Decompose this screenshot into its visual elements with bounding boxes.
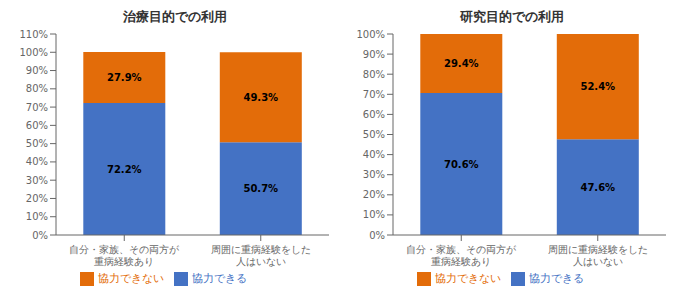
svg-text:0%: 0% <box>369 230 385 241</box>
svg-text:80%: 80% <box>26 83 48 94</box>
svg-text:周囲に重病経験をした人はいない: 周囲に重病経験をした人はいない <box>211 244 311 267</box>
svg-text:27.9%: 27.9% <box>107 72 142 83</box>
svg-text:50%: 50% <box>363 129 385 140</box>
svg-text:47.6%: 47.6% <box>580 182 615 193</box>
svg-text:10%: 10% <box>363 209 385 220</box>
svg-text:50.7%: 50.7% <box>243 183 278 194</box>
svg-text:72.2%: 72.2% <box>107 164 142 175</box>
svg-text:100%: 100% <box>356 29 385 40</box>
svg-text:自分・家族、その両方が重病経験あり: 自分・家族、その両方が重病経験あり <box>406 244 517 267</box>
svg-text:70%: 70% <box>363 89 385 100</box>
html-text:協力できない: 協力できない <box>98 272 164 285</box>
svg-text:70%: 70% <box>26 102 48 113</box>
svg-text:60%: 60% <box>363 109 385 120</box>
html-text:協力できる: 協力できる <box>192 272 247 285</box>
svg-text:0%: 0% <box>32 230 48 241</box>
svg-text:20%: 20% <box>26 193 48 204</box>
html-text:協力できる: 協力できる <box>529 272 584 285</box>
svg-text:周囲に重病経験をした人はいない: 周囲に重病経験をした人はいない <box>548 244 648 267</box>
svg-text:30%: 30% <box>26 175 48 186</box>
svg-text:52.4%: 52.4% <box>580 81 615 92</box>
svg-text:40%: 40% <box>26 156 48 167</box>
svg-text:90%: 90% <box>26 65 48 76</box>
svg-text:70.6%: 70.6% <box>444 159 479 170</box>
html-text:協力できない: 協力できない <box>435 272 501 285</box>
svg-text:80%: 80% <box>363 69 385 80</box>
html-text:治療目的での利用: 治療目的での利用 <box>122 9 227 24</box>
svg-text:60%: 60% <box>26 120 48 131</box>
svg-text:50%: 50% <box>26 138 48 149</box>
svg-text:40%: 40% <box>363 149 385 160</box>
svg-text:10%: 10% <box>26 211 48 222</box>
svg-text:90%: 90% <box>363 49 385 60</box>
svg-text:30%: 30% <box>363 169 385 180</box>
svg-text:49.3%: 49.3% <box>243 92 278 103</box>
svg-text:自分・家族、その両方が重病経験あり: 自分・家族、その両方が重病経験あり <box>69 244 180 267</box>
svg-text:29.4%: 29.4% <box>444 58 479 69</box>
svg-text:20%: 20% <box>363 189 385 200</box>
svg-text:100%: 100% <box>19 47 48 58</box>
svg-text:110%: 110% <box>19 29 48 40</box>
html-text:研究目的での利用: 研究目的での利用 <box>459 9 564 24</box>
